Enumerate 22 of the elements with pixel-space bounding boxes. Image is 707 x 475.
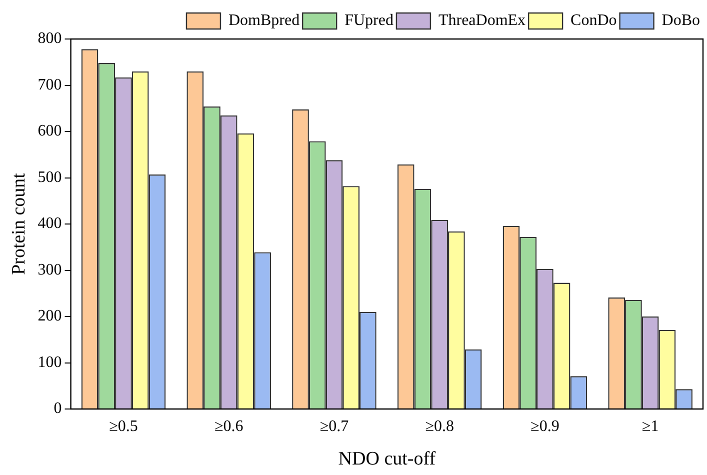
legend-label: ConDo: [570, 12, 617, 30]
y-tick-label: 800: [38, 30, 62, 48]
x-tick-label: ≥1: [642, 418, 659, 435]
legend-label: ThreaDomEx: [438, 12, 526, 30]
y-tick-label: 300: [38, 261, 62, 278]
y-tick-label: 0: [54, 400, 62, 418]
y-tick-label: 400: [38, 215, 62, 232]
y-tick-label: 700: [38, 76, 62, 94]
x-tick-label: ≥0.9: [530, 418, 560, 435]
x-tick-label: ≥0.6: [214, 418, 244, 435]
legend-label: DoBo: [662, 12, 700, 30]
x-axis-title: NDO cut-off: [338, 448, 436, 470]
x-tick-label: ≥0.7: [320, 418, 349, 435]
legend-label: FUpred: [344, 12, 394, 30]
y-tick-label: 100: [38, 354, 62, 371]
x-tick-label: ≥0.5: [109, 418, 138, 435]
y-tick-label: 500: [38, 168, 62, 186]
legend-label: DomBpred: [228, 12, 300, 30]
y-axis-title: Protein count: [8, 172, 30, 275]
y-tick-label: 200: [38, 308, 62, 325]
x-tick-label: ≥0.8: [425, 418, 454, 435]
y-tick-label: 600: [38, 122, 62, 140]
